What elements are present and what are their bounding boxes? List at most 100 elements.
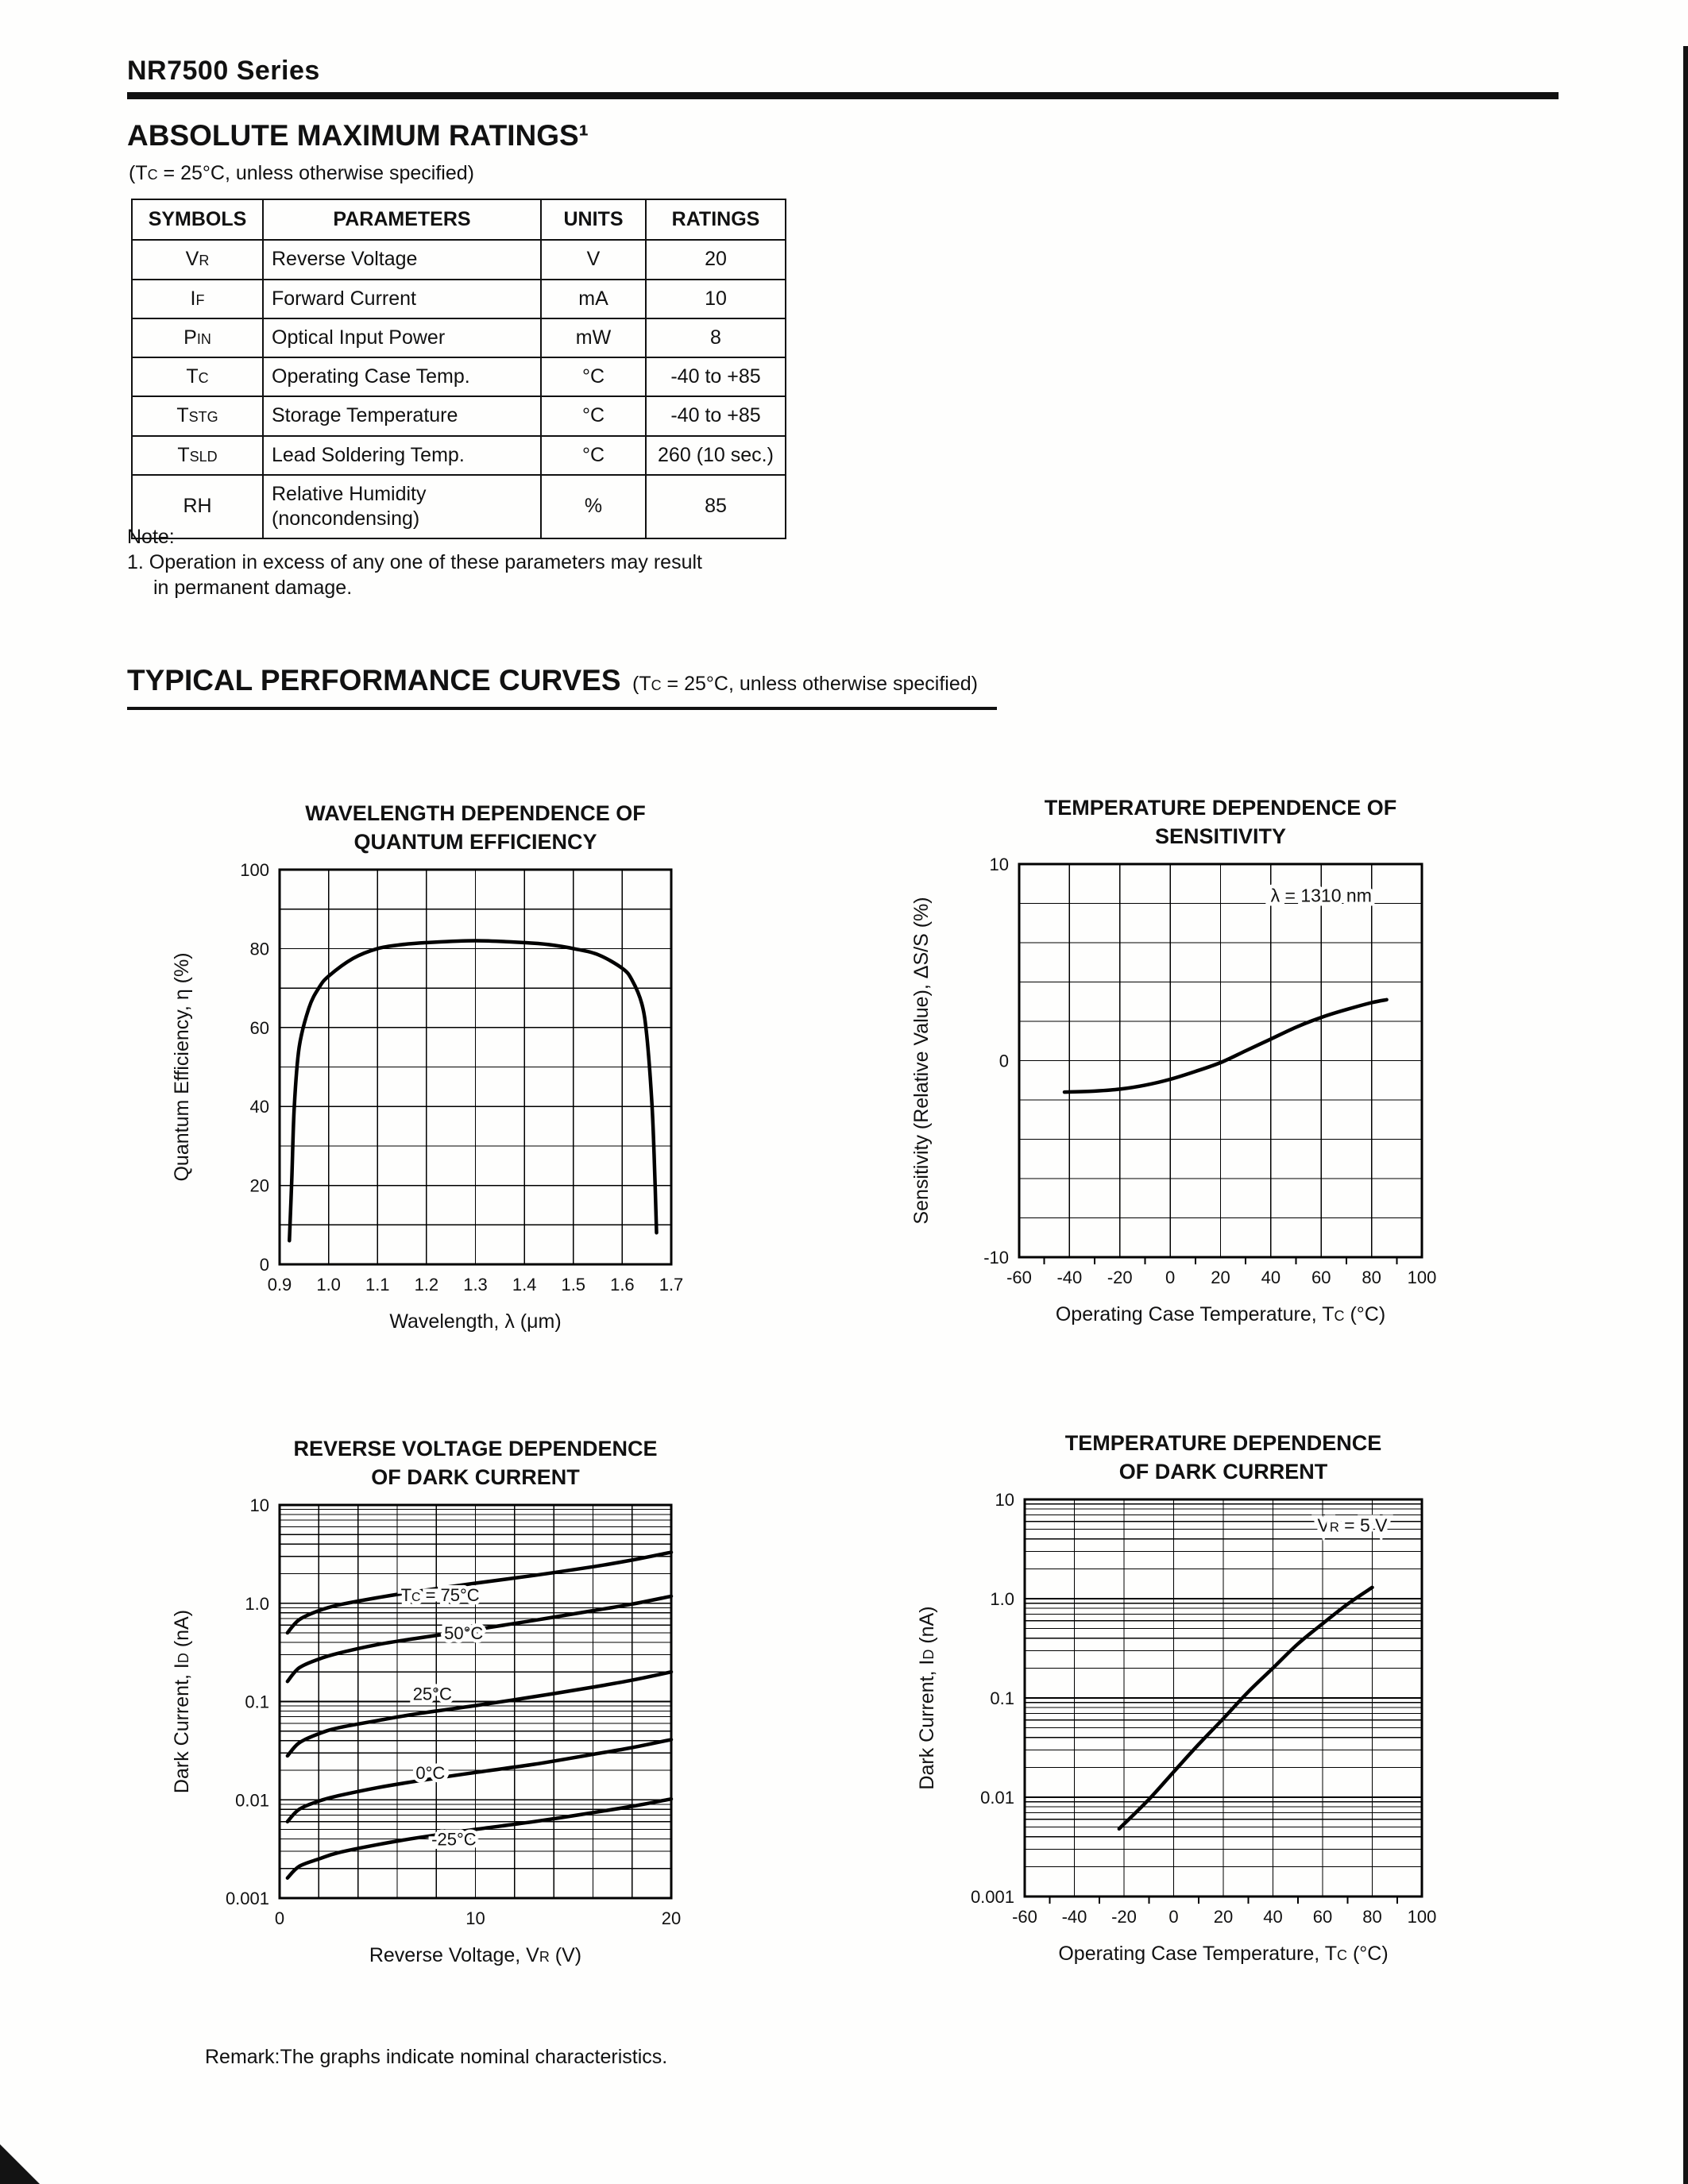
cell-unit: °C xyxy=(540,356,647,398)
y-tick-label: 0.01 xyxy=(980,1788,1014,1808)
cell-symbol: PIN xyxy=(131,317,264,359)
col-header-symbols: SYMBOLS xyxy=(131,198,264,241)
chart-title: QUANTUM EFFICIENCY xyxy=(354,830,597,854)
test-condition: (TC = 25°C, unless otherwise specified) xyxy=(129,162,474,184)
chart-title: OF DARK CURRENT xyxy=(371,1465,580,1489)
cell-unit: mA xyxy=(540,278,647,319)
chart-title: WAVELENGTH DEPENDENCE OF xyxy=(305,801,646,825)
cell-parameter: Lead Soldering Temp. xyxy=(262,434,542,476)
chart-series-group xyxy=(285,1550,674,1880)
chart-annotation: λ = 1310 nm xyxy=(1271,886,1372,906)
chart-grid xyxy=(279,869,672,1265)
chart-series-group xyxy=(1117,1585,1374,1831)
y-tick-label: 10 xyxy=(995,1490,1014,1510)
x-tick-label: 20 xyxy=(1214,1907,1233,1927)
series-line xyxy=(285,1796,674,1880)
x-tick-label: 40 xyxy=(1263,1907,1282,1927)
x-axis-label: Reverse Voltage, VR (V) xyxy=(369,1944,581,1966)
x-tick-label: 0 xyxy=(1165,1268,1175,1287)
cell-parameter: Operating Case Temp. xyxy=(262,356,542,398)
cell-rating: 260 (10 sec.) xyxy=(645,434,786,476)
y-tick-label: 1.0 xyxy=(245,1594,269,1614)
x-tick-label: -20 xyxy=(1111,1907,1137,1927)
x-tick-label: 1.3 xyxy=(463,1275,488,1295)
chart-grid xyxy=(1024,1499,1423,1904)
note: Note: 1. Operation in excess of any one … xyxy=(127,524,702,600)
x-tick-label: 80 xyxy=(1362,1268,1381,1287)
chart-reverse-voltage-dark-current: REVERSE VOLTAGE DEPENDENCE OF DARK CURREN… xyxy=(129,1427,697,2009)
y-axis-label: Dark Current, ID (nA) xyxy=(916,1606,938,1789)
x-tick-label: 1.0 xyxy=(316,1275,341,1295)
cell-parameter: Forward Current xyxy=(262,278,542,319)
x-tick-label: 40 xyxy=(1261,1268,1280,1287)
cell-parameter: Optical Input Power xyxy=(262,317,542,359)
chart-title: TEMPERATURE DEPENDENCE OF xyxy=(1045,796,1397,820)
table-header-row: SYMBOLS PARAMETERS UNITS RATINGS xyxy=(131,198,786,241)
x-tick-label: 1.5 xyxy=(561,1275,585,1295)
x-tick-label: 10 xyxy=(465,1908,485,1928)
chart-title: TEMPERATURE DEPENDENCE xyxy=(1065,1431,1382,1455)
cell-parameter: Reverse Voltage xyxy=(262,239,542,280)
cell-symbol: RH xyxy=(131,473,264,540)
cell-symbol: IF xyxy=(131,278,264,319)
series-line xyxy=(1117,1585,1374,1831)
x-tick-label: 100 xyxy=(1408,1268,1437,1287)
cell-unit: % xyxy=(540,473,647,540)
cell-parameter: Relative Humidity (noncondensing) xyxy=(262,473,542,540)
series-label: 0°C xyxy=(415,1763,445,1783)
y-tick-label: 0.001 xyxy=(226,1889,269,1908)
y-tick-label: 20 xyxy=(250,1176,269,1196)
y-tick-label: 10 xyxy=(990,855,1009,874)
x-tick-label: 80 xyxy=(1362,1907,1381,1927)
series-line xyxy=(285,1594,674,1684)
x-tick-label: 1.2 xyxy=(415,1275,439,1295)
cell-rating: -40 to +85 xyxy=(645,356,786,398)
plot-border xyxy=(278,1503,673,1900)
plot-border xyxy=(1023,1498,1423,1898)
series-line xyxy=(1062,997,1389,1094)
series-line xyxy=(285,1738,674,1823)
y-tick-label: 40 xyxy=(250,1097,269,1117)
y-tick-label: 0.01 xyxy=(235,1790,269,1810)
x-tick-label: 1.4 xyxy=(512,1275,537,1295)
chart-title: SENSITIVITY xyxy=(1155,824,1286,848)
series-line xyxy=(288,939,659,1243)
note-line: 1. Operation in excess of any one of the… xyxy=(127,551,702,573)
cell-unit: °C xyxy=(540,396,647,437)
x-tick-label: 20 xyxy=(662,1908,681,1928)
chart-grid xyxy=(1018,863,1423,1264)
ratings-table: SYMBOLS PARAMETERS UNITS RATINGS VR Rever… xyxy=(131,198,786,540)
series-line xyxy=(285,1550,674,1635)
x-tick-label: 1.7 xyxy=(659,1275,684,1295)
cell-symbol: TSLD xyxy=(131,434,264,476)
table-row: TSTG Storage Temperature °C -40 to +85 xyxy=(131,396,786,437)
x-axis-label: Wavelength, λ (μm) xyxy=(389,1310,561,1333)
y-tick-label: 0.1 xyxy=(990,1688,1014,1708)
table-row: TC Operating Case Temp. °C -40 to +85 xyxy=(131,356,786,398)
x-tick-label: -40 xyxy=(1062,1907,1087,1927)
chart-svg: WAVELENGTH DEPENDENCE OF QUANTUM EFFICIEN… xyxy=(171,801,684,1333)
y-tick-label: 1.0 xyxy=(990,1589,1014,1609)
table-row: PIN Optical Input Power mW 8 xyxy=(131,317,786,359)
col-header-parameters: PARAMETERS xyxy=(262,198,542,241)
cell-unit: °C xyxy=(540,434,647,476)
section-heading: TYPICAL PERFORMANCE CURVES (TC = 25°C, u… xyxy=(127,664,997,710)
scan-artifact-corner xyxy=(0,2144,40,2184)
table-row: RH Relative Humidity (noncondensing)% 85 xyxy=(131,473,786,540)
cell-rating: 10 xyxy=(645,278,786,319)
x-tick-label: -40 xyxy=(1056,1268,1082,1287)
section-heading: ABSOLUTE MAXIMUM RATINGS¹ xyxy=(127,119,589,152)
header-rule xyxy=(127,92,1559,99)
chart-temperature-sensitivity: TEMPERATURE DEPENDENCE OF SENSITIVITY -60-… xyxy=(868,786,1448,1368)
chart-svg: TEMPERATURE DEPENDENCE OFSENSITIVITY-60-… xyxy=(910,796,1437,1325)
y-tick-label: 10 xyxy=(250,1495,269,1515)
cell-symbol: VR xyxy=(131,239,264,280)
y-tick-label: 0 xyxy=(260,1255,269,1275)
series-label: 25°C xyxy=(413,1684,452,1704)
plot-border xyxy=(1018,862,1423,1259)
x-tick-label: 1.6 xyxy=(610,1275,635,1295)
y-tick-label: 100 xyxy=(240,860,269,880)
y-tick-label: 0 xyxy=(999,1051,1009,1071)
x-tick-label: -60 xyxy=(1012,1907,1037,1927)
